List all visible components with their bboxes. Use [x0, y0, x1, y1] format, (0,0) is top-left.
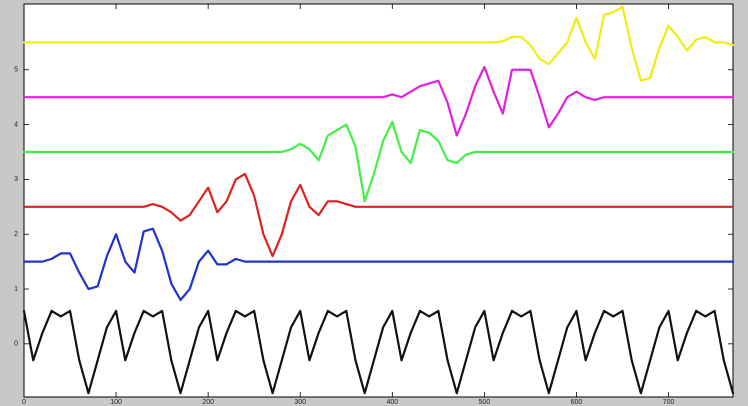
- y-tick-label: 2: [14, 231, 18, 238]
- line-series: [22, 120, 735, 203]
- y-tick-label: 1: [14, 286, 18, 293]
- plot-area: [23, 3, 734, 398]
- line-series: [22, 5, 735, 82]
- y-tick-label: 0: [14, 341, 18, 348]
- x-tick-label: 300: [294, 399, 306, 406]
- x-tick-label: 500: [479, 399, 491, 406]
- x-tick-label: 100: [110, 399, 122, 406]
- x-tick-label: 700: [663, 399, 675, 406]
- x-tick-label: 200: [202, 399, 214, 406]
- line-series: [22, 309, 735, 395]
- line-series: [22, 65, 735, 137]
- line-series: [22, 227, 735, 302]
- x-tick-label: 600: [571, 399, 583, 406]
- x-tick-label: 0: [22, 399, 26, 406]
- line-series: [22, 172, 735, 258]
- y-tick-label: 3: [14, 176, 18, 183]
- y-tick-label: 5: [14, 67, 18, 74]
- x-tick-label: 400: [386, 399, 398, 406]
- y-tick-label: 4: [14, 121, 18, 128]
